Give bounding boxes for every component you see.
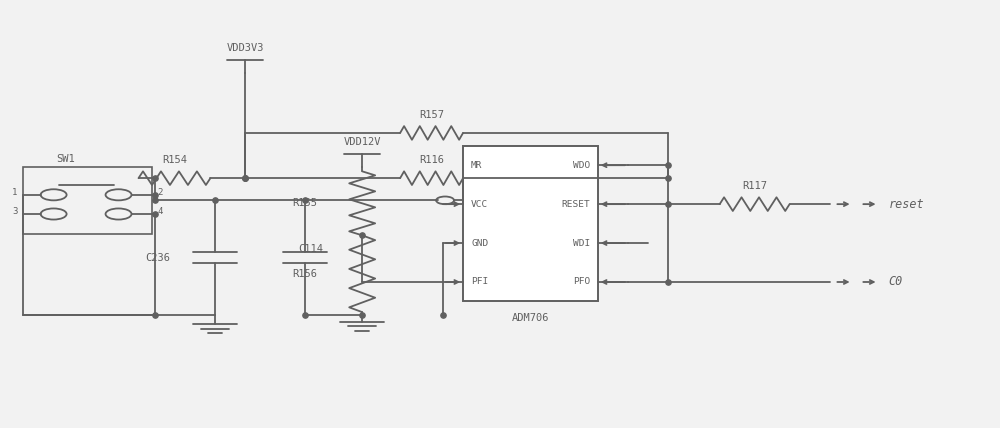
Text: ADM706: ADM706 <box>512 313 549 323</box>
Text: PFO: PFO <box>573 277 590 286</box>
Text: R116: R116 <box>419 155 444 165</box>
Text: reset: reset <box>888 198 924 211</box>
Text: 4: 4 <box>157 208 163 217</box>
Text: SW1: SW1 <box>56 154 75 163</box>
Text: R156: R156 <box>292 269 317 279</box>
Text: WDO: WDO <box>573 160 590 170</box>
Text: 3: 3 <box>12 208 18 217</box>
Text: VCC: VCC <box>471 199 488 208</box>
Text: R117: R117 <box>742 181 767 191</box>
Bar <box>463 146 598 301</box>
Text: R154: R154 <box>162 155 187 165</box>
Text: R157: R157 <box>419 110 444 120</box>
Text: VDD12V: VDD12V <box>343 137 381 147</box>
Text: MR: MR <box>471 160 483 170</box>
Text: C236: C236 <box>145 253 170 262</box>
Text: GND: GND <box>471 238 488 247</box>
Text: R155: R155 <box>292 198 317 208</box>
Text: VDD3V3: VDD3V3 <box>227 44 264 54</box>
Text: 1: 1 <box>12 188 18 197</box>
Bar <box>23 167 152 234</box>
Text: PFI: PFI <box>471 277 488 286</box>
Text: RESET: RESET <box>561 199 590 208</box>
Text: 2: 2 <box>157 188 163 197</box>
Text: C0: C0 <box>888 276 903 288</box>
Text: C114: C114 <box>298 244 323 254</box>
Text: WDI: WDI <box>573 238 590 247</box>
